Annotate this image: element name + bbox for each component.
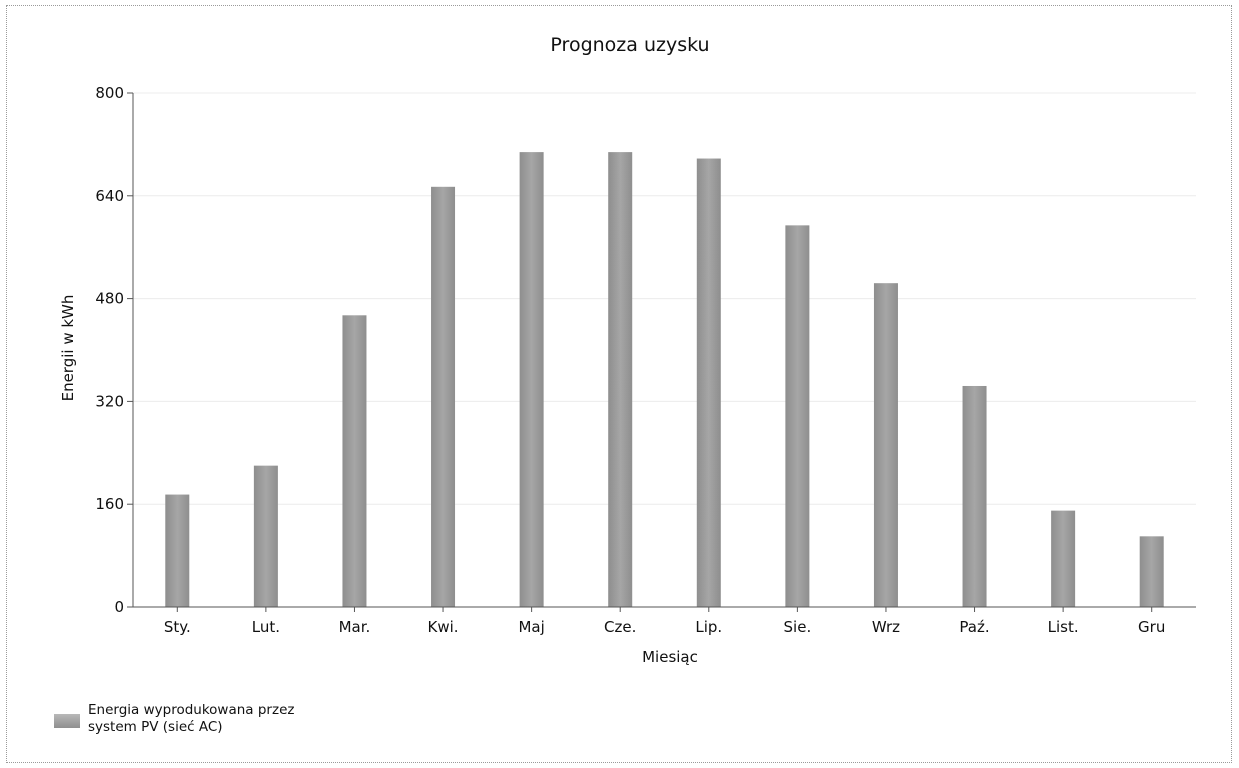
gridlines	[133, 92, 1196, 505]
x-tick-label: Gru	[1138, 618, 1165, 636]
bar	[962, 385, 987, 607]
legend-swatch	[54, 714, 80, 728]
x-tick-label: Maj	[518, 618, 544, 636]
x-tick-label: Lip.	[695, 618, 722, 636]
legend: Energia wyprodukowana przez system PV (s…	[54, 702, 294, 736]
bar	[431, 186, 456, 607]
x-axis-ticks: Sty. Lut. Mar. Kwi. Maj Cze. Lip. Sie. Wrz Paź. Li…	[164, 607, 1165, 636]
legend-label-line2: system PV (sieć AC)	[88, 719, 223, 735]
y-tick-label: 480	[95, 290, 124, 308]
y-tick-label: 800	[95, 84, 124, 102]
x-tick-label: List.	[1048, 618, 1079, 636]
bar	[165, 494, 190, 607]
legend-label: Energia wyprodukowana przez system PV (s…	[88, 702, 294, 736]
chart-frame	[6, 5, 1232, 763]
x-axis-label: Miesiąc	[642, 648, 698, 666]
y-tick-label: 0	[114, 598, 124, 616]
x-tick-label: Sty.	[164, 618, 191, 636]
bar	[1051, 510, 1076, 607]
y-tick-label: 320	[95, 392, 124, 410]
bar	[873, 283, 898, 607]
x-tick-label: Sie.	[784, 618, 812, 636]
y-axis-label: Energii w kWh	[59, 295, 77, 402]
bar	[785, 225, 810, 608]
x-tick-label: Cze.	[604, 618, 636, 636]
bar	[342, 315, 367, 607]
bar	[253, 465, 278, 607]
x-tick-label: Paź.	[959, 618, 989, 636]
bar	[519, 152, 544, 608]
bars	[165, 152, 1164, 608]
x-tick-label: Mar.	[339, 618, 371, 636]
y-tick-label: 640	[95, 187, 124, 205]
x-tick-label: Wrz	[872, 618, 900, 636]
x-tick-label: Kwi.	[428, 618, 459, 636]
y-axis-ticks: 0 160 320 480 640 800	[95, 84, 133, 616]
legend-label-line1: Energia wyprodukowana przez	[88, 702, 295, 718]
bar	[608, 152, 633, 608]
bar	[696, 158, 721, 607]
bar	[1139, 536, 1164, 607]
x-tick-label: Lut.	[252, 618, 280, 636]
y-tick-label: 160	[95, 495, 124, 513]
chart-title: Prognoza uzysku	[550, 34, 709, 56]
